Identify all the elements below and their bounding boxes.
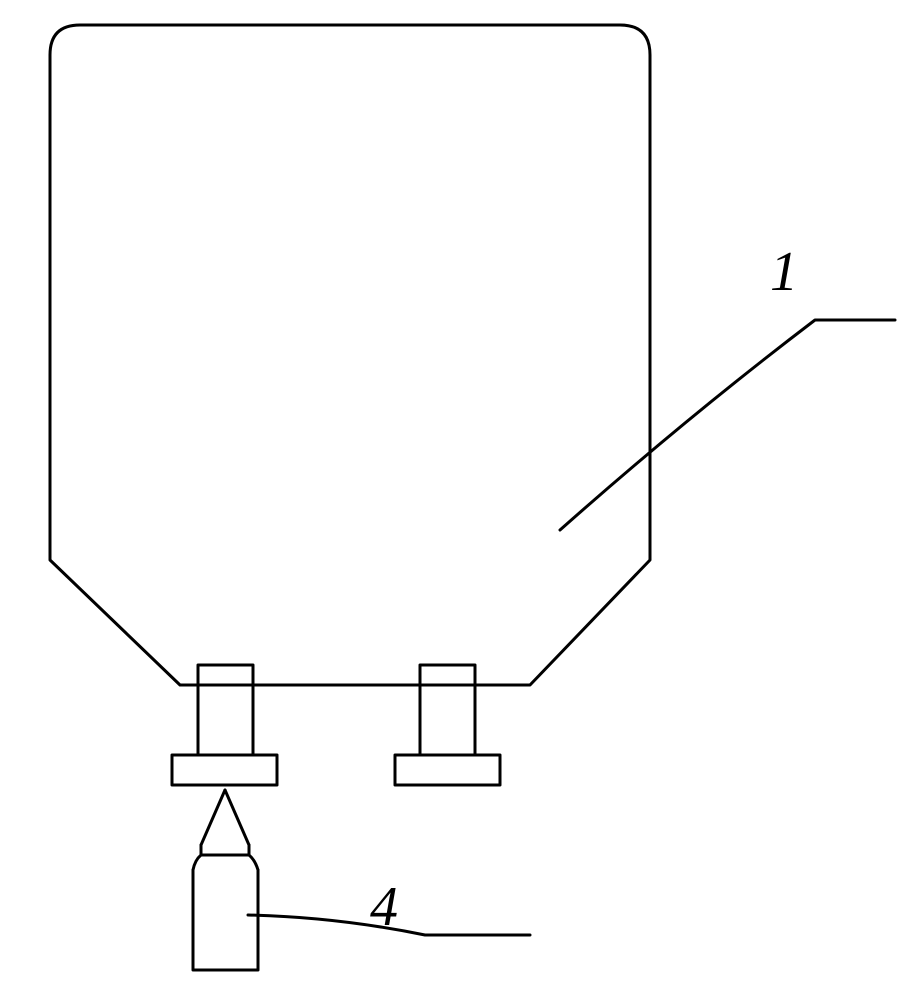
port-left bbox=[172, 665, 277, 785]
bottle-shoulder-right bbox=[249, 845, 258, 870]
callout-four-label: 4 bbox=[370, 876, 398, 938]
port-left-flange bbox=[172, 755, 277, 785]
container-body bbox=[50, 25, 650, 685]
port-left-neck bbox=[198, 665, 253, 755]
callout-four: 4 bbox=[248, 876, 530, 938]
bottle bbox=[193, 790, 258, 970]
bottle-body bbox=[193, 870, 258, 970]
port-right bbox=[395, 665, 500, 785]
port-right-neck bbox=[420, 665, 475, 755]
callout-one-leader bbox=[560, 320, 895, 530]
bottle-cone-right bbox=[225, 790, 249, 845]
callout-one: 1 bbox=[560, 241, 895, 530]
bottle-shoulder-left bbox=[193, 845, 201, 870]
bottle-cone-left bbox=[201, 790, 225, 845]
port-right-flange bbox=[395, 755, 500, 785]
callout-one-label: 1 bbox=[770, 241, 798, 303]
